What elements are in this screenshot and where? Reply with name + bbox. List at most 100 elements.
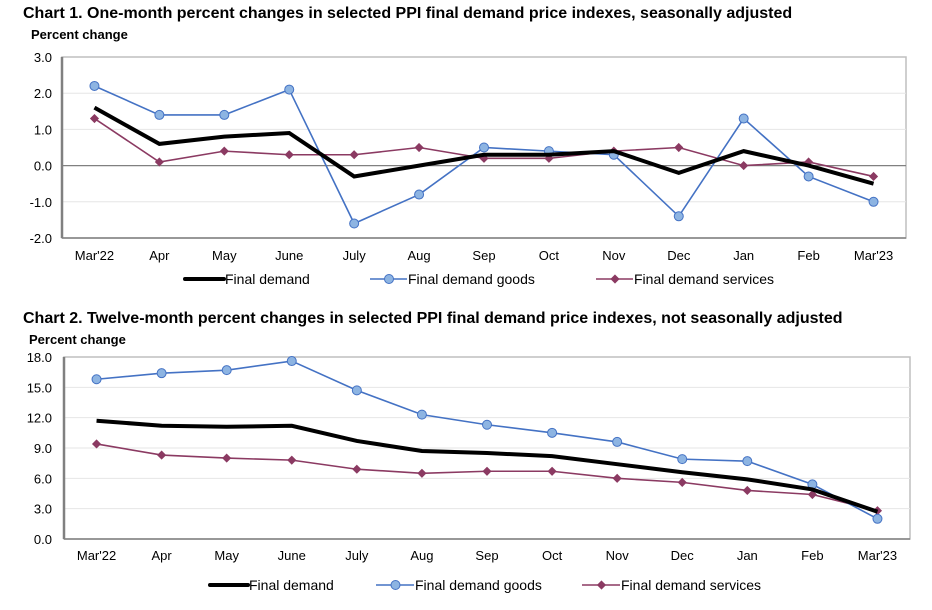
chart-2-services-point	[612, 473, 622, 483]
chart-2-goods-point	[547, 427, 558, 438]
chart-1-x-tick-label: Apr	[149, 248, 170, 263]
chart-1-y-tick-label: 0.0	[34, 159, 52, 174]
chart-1-y-tick-label: 2.0	[34, 86, 52, 101]
chart-1-x-tick-label: Nov	[602, 248, 626, 263]
chart-2-y-tick-label: 6.0	[34, 471, 52, 486]
chart-2-services-point	[287, 455, 297, 465]
chart-1-goods-point	[284, 84, 295, 95]
chart-2-services-point	[222, 453, 232, 463]
chart-2-y-tick-label: 3.0	[34, 502, 52, 517]
chart-2-legend-label: Final demand	[249, 577, 334, 593]
chart-2-services-point	[742, 485, 752, 496]
chart-1-x-tick-label: Oct	[539, 248, 560, 263]
chart-1-services-point	[674, 142, 684, 153]
chart-2-y-axis-label: Percent change	[29, 332, 126, 347]
chart-1-goods-point	[868, 196, 879, 207]
chart-2-legend-label: Final demand services	[621, 577, 761, 593]
chart-1-title: Chart 1. One-month percent changes in se…	[23, 5, 793, 22]
chart-1-y-tick-label: 1.0	[34, 122, 52, 137]
chart-1-x-tick-label: Dec	[667, 248, 691, 263]
chart-2-y-tick-label: 0.0	[34, 532, 52, 547]
chart-1-series-final-demand-line	[93, 105, 875, 186]
chart-1-y-tick-label: -1.0	[30, 195, 52, 210]
chart-2-legend-marker-goods	[390, 580, 401, 590]
chart-1-plot: 3.0 2.0 1.0 0.0 -1.0 -2.0 Mar'22 Apr May June July…	[30, 50, 907, 287]
chart-2-services-point	[677, 477, 687, 487]
chart-1-x-tick-label: Aug	[408, 248, 431, 263]
chart-2-x-tick-label: Oct	[542, 548, 563, 563]
chart-2-goods-point	[91, 374, 102, 385]
chart-1-goods-point	[414, 189, 425, 200]
chart-2-legend-label: Final demand goods	[415, 577, 542, 593]
chart-2-x-tick-label: Aug	[410, 548, 433, 563]
chart-2-goods-point	[612, 436, 623, 447]
chart-1-services-point	[89, 113, 100, 124]
chart-1-legend-label: Final demand services	[634, 271, 774, 287]
chart-2-y-tick-label: 18.0	[27, 350, 52, 365]
chart-1-y-tick-label: 3.0	[34, 50, 52, 65]
chart-2-services-point	[417, 468, 427, 478]
chart-1-goods-point	[673, 211, 684, 222]
chart-1-services-point	[868, 171, 879, 182]
chart-1-x-tick-label: Jan	[733, 248, 754, 263]
chart-1-legend-marker-services	[610, 274, 620, 284]
chart-1-services-point	[349, 150, 359, 160]
chart-2-x-tick-label: Sep	[475, 548, 498, 563]
chart-1-goods-point	[154, 109, 165, 120]
chart-2-goods-point	[156, 368, 167, 379]
chart-1-legend-label: Final demand	[225, 271, 310, 287]
chart-2-x-tick-label: Mar'22	[77, 548, 116, 563]
chart-2-goods-point	[677, 454, 688, 465]
chart-2-x-tick-label: May	[214, 548, 239, 563]
chart-2-goods-point	[482, 419, 492, 430]
chart-2-x-tick-label: Jan	[737, 548, 758, 563]
chart-2-goods-point	[416, 409, 427, 420]
chart-2-y-tick-label: 9.0	[34, 441, 52, 456]
chart-2-goods-point	[286, 356, 297, 367]
chart-2-goods-point	[742, 456, 753, 467]
chart-2-services-point	[352, 464, 362, 474]
chart-2-y-tick-label: 12.0	[27, 411, 52, 426]
chart-2-series-final-demand-line	[96, 418, 879, 514]
chart-1-x-tick-label: Sep	[472, 248, 495, 263]
chart-1-x-tick-label: June	[275, 248, 303, 263]
chart-1-services-point	[219, 146, 229, 156]
chart-2-services-point	[807, 489, 817, 500]
chart-2-legend-marker-services	[596, 580, 607, 590]
chart-1-services-point	[739, 161, 749, 171]
chart-2-goods-point	[221, 365, 232, 376]
chart-2-services-point	[157, 450, 167, 460]
chart-1-services-point	[284, 150, 294, 160]
chart-2-x-tick-label: Dec	[671, 548, 695, 563]
chart-1-goods-point	[803, 171, 814, 182]
chart-1-services-point	[414, 142, 424, 153]
chart-1-legend-label: Final demand goods	[408, 271, 535, 287]
chart-1-goods-point	[349, 218, 360, 229]
chart-2-services-point	[91, 439, 102, 449]
chart-2-services-point	[482, 466, 492, 476]
chart-2-goods-point	[351, 385, 362, 396]
chart-2-goods-point	[872, 513, 883, 524]
chart-2-title: Chart 2. Twelve-month percent changes in…	[23, 310, 843, 327]
chart-1-x-tick-label: Feb	[797, 248, 819, 263]
chart-2-x-tick-label: June	[278, 548, 306, 563]
chart-2-x-tick-label: Apr	[151, 548, 172, 563]
chart-2-x-tick-label: Feb	[801, 548, 823, 563]
chart-1-goods-point	[479, 142, 489, 153]
chart-1-y-tick-label: -2.0	[30, 231, 52, 246]
chart-2-x-tick-label: Mar'23	[858, 548, 897, 563]
chart-1-legend-marker-goods	[384, 274, 394, 284]
chart-1-goods-point	[219, 109, 230, 120]
chart-1-services-point	[154, 157, 164, 167]
chart-2-services-point	[547, 466, 557, 476]
chart-1-x-tick-label: May	[212, 248, 237, 263]
chart-1-x-tick-label: Mar'23	[854, 248, 893, 263]
chart-2-y-tick-label: 15.0	[27, 380, 52, 395]
chart-1-x-tick-label: Mar'22	[75, 248, 114, 263]
chart-1-goods-point	[89, 80, 100, 91]
chart-1-y-axis-label: Percent change	[31, 27, 128, 42]
chart-1-x-tick-label: July	[343, 248, 367, 263]
chart-1-goods-point	[738, 113, 749, 124]
chart-2-x-tick-label: July	[345, 548, 369, 563]
